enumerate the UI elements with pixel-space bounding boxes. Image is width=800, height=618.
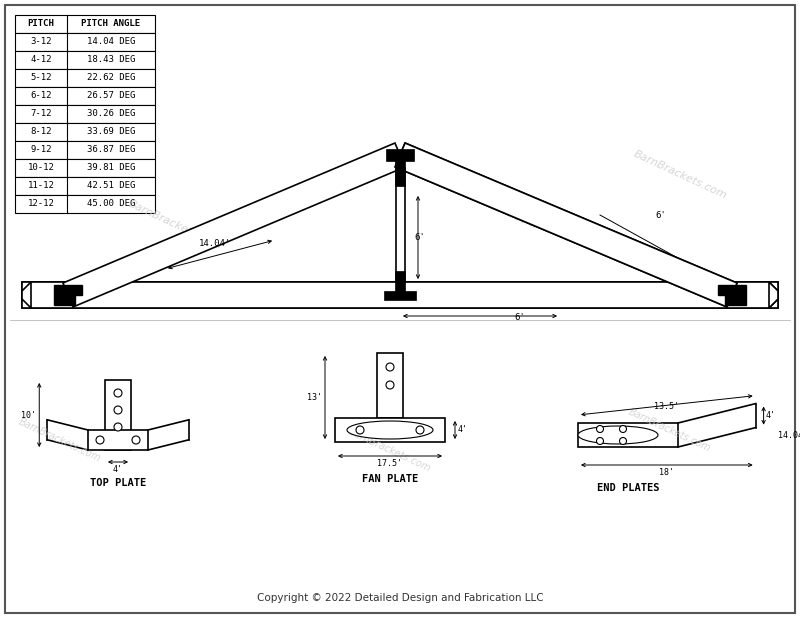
Text: 14.04': 14.04' [778,431,800,439]
Circle shape [619,426,626,433]
Text: 30.26 DEG: 30.26 DEG [87,109,135,119]
Bar [15,87,155,105]
Bar [15,141,155,159]
Text: 22.62 DEG: 22.62 DEG [87,74,135,82]
Circle shape [96,436,104,444]
Polygon shape [769,282,778,308]
Text: 42.51 DEG: 42.51 DEG [87,182,135,190]
Bar [386,149,414,161]
Text: 18.43 DEG: 18.43 DEG [87,56,135,64]
Text: BarnBrackets.com: BarnBrackets.com [627,407,713,454]
Text: 6': 6' [514,313,526,322]
Text: END PLATES: END PLATES [597,483,659,493]
Text: 13': 13' [307,393,322,402]
Text: 10': 10' [22,410,36,420]
Text: 26.57 DEG: 26.57 DEG [87,91,135,101]
Bar [395,168,405,282]
Polygon shape [22,282,778,308]
Circle shape [114,389,122,397]
Text: 8-12: 8-12 [30,127,52,137]
Bar [15,33,155,51]
Text: 12-12: 12-12 [27,200,54,208]
Bar [15,159,155,177]
Bar [15,105,155,123]
Bar [15,15,155,33]
Ellipse shape [347,421,433,439]
Bar [15,69,155,87]
Polygon shape [54,285,82,305]
Circle shape [114,423,122,431]
Text: 6-12: 6-12 [30,91,52,101]
Polygon shape [718,285,746,305]
Bar [15,123,155,141]
Bar [15,177,155,195]
Text: BarnBrackets.com: BarnBrackets.com [632,149,728,201]
Circle shape [386,363,394,371]
Text: 14.04': 14.04' [199,239,231,248]
Text: PITCH: PITCH [27,20,54,28]
Polygon shape [63,143,405,307]
Text: 6': 6' [414,233,425,242]
Text: 7-12: 7-12 [30,109,52,119]
Text: TOP PLATE: TOP PLATE [90,478,146,488]
Bar [395,271,405,290]
Text: 13.5': 13.5' [654,402,679,411]
Text: 14.04 DEG: 14.04 DEG [87,38,135,46]
Text: 18': 18' [659,468,674,477]
Text: 17.5': 17.5' [378,459,402,468]
Bar [335,418,445,442]
Polygon shape [22,282,778,308]
Bar [22,282,778,308]
Text: 6': 6' [655,211,666,219]
Ellipse shape [578,426,658,444]
Text: BarnBrackets.com: BarnBrackets.com [347,426,433,473]
Text: 4-12: 4-12 [30,56,52,64]
Text: PITCH ANGLE: PITCH ANGLE [82,20,141,28]
Bar [88,430,148,450]
Text: BarnBrackets.com: BarnBrackets.com [442,179,538,231]
Text: 10-12: 10-12 [27,164,54,172]
Text: BarnBrackets.com: BarnBrackets.com [126,199,223,251]
Text: 39.81 DEG: 39.81 DEG [87,164,135,172]
Text: FAN PLATE: FAN PLATE [362,474,418,484]
Bar [15,195,155,213]
Polygon shape [395,143,737,307]
Text: BarnBrackets.com: BarnBrackets.com [18,417,102,464]
Text: 4': 4' [113,465,123,474]
Text: 4': 4' [458,426,468,434]
Bar [105,380,131,450]
Text: 33.69 DEG: 33.69 DEG [87,127,135,137]
Circle shape [132,436,140,444]
Circle shape [416,426,424,434]
Text: 11-12: 11-12 [27,182,54,190]
Polygon shape [22,282,31,308]
Text: 36.87 DEG: 36.87 DEG [87,145,135,154]
Circle shape [597,426,603,433]
Text: Copyright © 2022 Detailed Design and Fabrication LLC: Copyright © 2022 Detailed Design and Fab… [257,593,543,603]
Text: 3-12: 3-12 [30,38,52,46]
Text: 4': 4' [766,411,776,420]
Polygon shape [395,143,737,307]
Bar [15,51,155,69]
Circle shape [386,381,394,389]
Circle shape [356,426,364,434]
Text: 5-12: 5-12 [30,74,52,82]
Text: 45.00 DEG: 45.00 DEG [87,200,135,208]
Bar [395,161,405,186]
Circle shape [597,438,603,444]
Bar [578,423,678,447]
Bar [377,353,403,418]
Circle shape [114,406,122,414]
Circle shape [619,438,626,444]
Bar [384,290,416,300]
Text: 9-12: 9-12 [30,145,52,154]
